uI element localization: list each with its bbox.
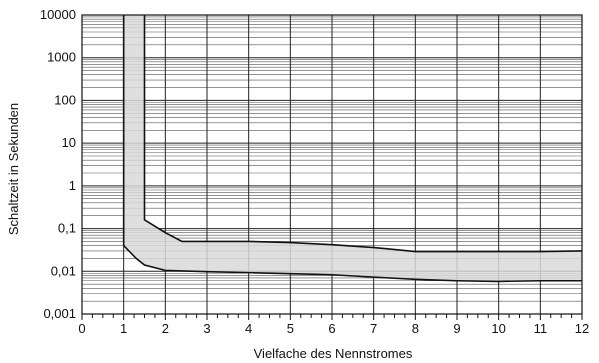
x-tick-label: 3 [203,321,210,336]
x-axis-ticks: 0 1 2 3 4 5 6 7 8 9 10 11 12 [78,314,589,336]
x-tick-label: 7 [370,321,377,336]
tripping-band [122,15,583,283]
y-tick-label: 1 [69,178,76,193]
band-upper-line [143,15,583,253]
x-tick-label: 12 [575,321,589,336]
x-tick-label: 5 [287,321,294,336]
x-tick-label: 0 [78,321,85,336]
x-tick-label: 9 [453,321,460,336]
x-tick-label: 11 [534,321,548,336]
y-tick-label: 0,001 [43,306,76,321]
y-tick-label: 10 [62,135,76,150]
x-axis-title: Vielfache des Nennstromes [254,346,413,361]
y-axis-title: Schaltzeit in Sekunden [6,103,21,235]
y-tick-label: 1000 [47,50,76,65]
y-tick-label: 0,01 [51,263,76,278]
x-tick-label: 6 [328,321,335,336]
y-tick-label: 10000 [40,7,76,22]
band-lower-line [122,15,582,283]
x-tick-label: 8 [412,321,419,336]
y-axis-ticks: 0,001 0,01 0,1 1 10 100 1000 10000 [40,7,76,321]
x-tick-label: 2 [162,321,169,336]
y-tick-label: 100 [54,92,76,107]
x-tick-label: 1 [120,321,127,336]
x-tick-label: 10 [491,321,505,336]
y-tick-label: 0,1 [58,221,76,236]
x-tick-label: 4 [245,321,252,336]
band-fill [123,15,583,282]
